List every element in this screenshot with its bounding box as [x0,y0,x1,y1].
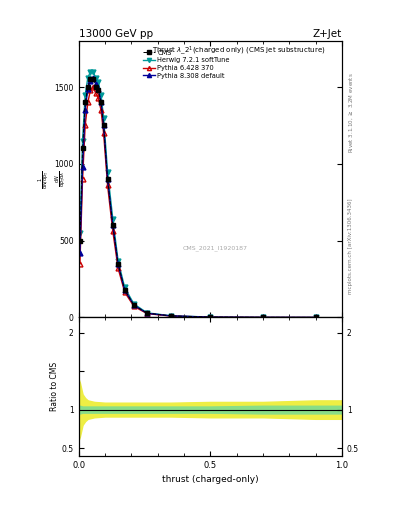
Y-axis label: $\frac{1}{\mathrm{d}N/\mathrm{d}\mathrm{p}_\mathrm{T}}$
$\frac{\mathrm{d}N}{\mat: $\frac{1}{\mathrm{d}N/\mathrm{d}\mathrm{… [37,170,69,188]
Text: mcplots.cern.ch [arXiv:1306.3436]: mcplots.cern.ch [arXiv:1306.3436] [348,198,353,293]
Text: Rivet 3.1.10, $\geq$ 3.2M events: Rivet 3.1.10, $\geq$ 3.2M events [348,72,355,153]
X-axis label: thrust (charged-only): thrust (charged-only) [162,475,259,484]
Text: Thrust $\lambda\_2^1$(charged only) (CMS jet substructure): Thrust $\lambda\_2^1$(charged only) (CMS… [152,44,326,56]
Y-axis label: Ratio to CMS: Ratio to CMS [50,362,59,411]
Text: Z+Jet: Z+Jet [313,29,342,39]
Text: 13000 GeV pp: 13000 GeV pp [79,29,153,39]
Legend: CMS, Herwig 7.2.1 softTune, Pythia 6.428 370, Pythia 8.308 default: CMS, Herwig 7.2.1 softTune, Pythia 6.428… [140,47,232,81]
Text: CMS_2021_I1920187: CMS_2021_I1920187 [183,245,248,251]
